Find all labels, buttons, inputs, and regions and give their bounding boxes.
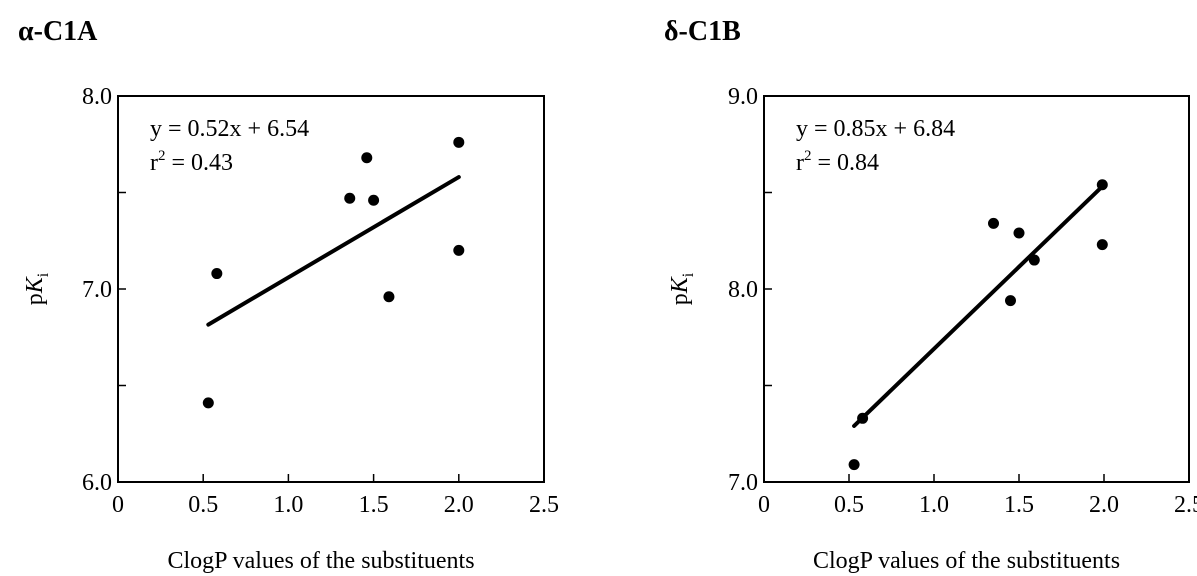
y-tick-label: 6.0	[82, 470, 112, 496]
x-tick-label: 2.5	[529, 492, 559, 518]
chart-title: α-C1A	[18, 16, 98, 47]
x-tick-label: 0	[112, 492, 124, 518]
data-point	[453, 136, 465, 148]
x-tick-label: 0.5	[188, 492, 218, 518]
x-tick-label: 1.5	[1004, 492, 1034, 518]
regression-line	[852, 184, 1105, 428]
y-axis-label: pKi	[667, 272, 697, 305]
data-point	[361, 152, 373, 164]
r-squared-sup: 2	[804, 148, 812, 164]
y-axis-label-p: p	[667, 293, 693, 305]
r-squared-r: r	[150, 150, 158, 176]
y-axis-label-sub: i	[35, 272, 52, 277]
x-tick-label: 0	[758, 492, 770, 518]
data-point	[848, 459, 860, 471]
y-tick-label: 8.0	[728, 277, 758, 303]
r-squared: r2 = 0.84	[796, 148, 879, 176]
y-tick-label: 9.0	[728, 84, 758, 110]
data-point	[1005, 295, 1016, 307]
data-point	[202, 397, 214, 409]
y-axis-label: pKi	[22, 272, 52, 305]
r-squared-sup: 2	[158, 148, 166, 164]
x-tick-label: 2.0	[444, 492, 474, 518]
data-point	[988, 217, 999, 229]
regression-equation: y = 0.52x + 6.54	[150, 116, 309, 142]
r-squared-r: r	[796, 150, 804, 176]
regression-line	[206, 175, 461, 327]
y-tick-label: 7.0	[728, 470, 758, 496]
data-point	[1096, 179, 1108, 191]
x-tick-label: 1.0	[919, 492, 949, 518]
data-point	[1013, 227, 1025, 239]
chart-title: δ-C1B	[664, 16, 741, 47]
data-point	[368, 194, 380, 206]
y-axis-label-sub: i	[680, 272, 697, 277]
chart-panel-1: α-C1A 0 0.5 1.0 1.5 2.0 2.5 6.0 7.0 8.0 ClogP valu…	[18, 16, 559, 574]
data-point	[453, 244, 465, 256]
y-tick-label: 8.0	[82, 84, 112, 110]
y-tick-label: 7.0	[82, 277, 112, 303]
data-point	[857, 412, 869, 424]
y-axis-label-k: K	[667, 275, 693, 294]
regression-equation: y = 0.85x + 6.84	[796, 116, 955, 142]
x-tick-label: 0.5	[834, 492, 864, 518]
chart-panel-2: δ-C1B 0 0.5 1.0 1.5 2.0 2.5 7.0 8.0 9.0 ClogP valu…	[664, 16, 1197, 574]
x-tick-label: 2.5	[1174, 492, 1197, 518]
data-point	[1028, 254, 1040, 266]
y-axis-label-k: K	[22, 275, 48, 294]
x-tick-label: 1.0	[273, 492, 303, 518]
data-point	[383, 291, 395, 303]
r-squared-value: = 0.84	[812, 150, 880, 176]
r-squared-value: = 0.43	[166, 150, 234, 176]
x-tick-label: 2.0	[1089, 492, 1119, 518]
data-point	[211, 268, 223, 280]
data-point	[1096, 239, 1108, 251]
x-axis-label: ClogP values of the substituents	[167, 548, 474, 574]
x-tick-label: 1.5	[359, 492, 389, 518]
r-squared: r2 = 0.43	[150, 148, 233, 176]
data-point	[344, 192, 356, 204]
y-axis-label-p: p	[22, 293, 48, 305]
x-axis-label: ClogP values of the substituents	[813, 548, 1120, 574]
